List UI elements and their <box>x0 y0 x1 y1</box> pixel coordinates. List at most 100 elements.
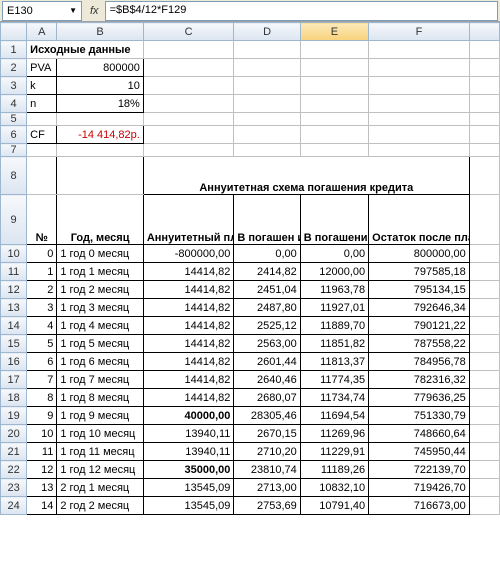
cell[interactable] <box>369 59 470 77</box>
row-header[interactable]: 18 <box>1 389 27 407</box>
cell-principal[interactable]: 0,00 <box>234 245 300 263</box>
cell-interest[interactable]: 11927,01 <box>300 299 368 317</box>
cell[interactable] <box>469 425 499 443</box>
header-num[interactable]: № <box>27 195 57 245</box>
row-header[interactable]: 21 <box>1 443 27 461</box>
cell-balance[interactable]: 748660,64 <box>369 425 470 443</box>
cell[interactable] <box>143 59 234 77</box>
cell-interest[interactable]: 11734,74 <box>300 389 368 407</box>
cell-balance[interactable]: 751330,79 <box>369 407 470 425</box>
cell[interactable] <box>469 157 499 195</box>
cell-balance[interactable]: 719426,70 <box>369 479 470 497</box>
cell[interactable] <box>469 144 499 157</box>
cell-balance[interactable]: 784956,78 <box>369 353 470 371</box>
col-header-b[interactable]: B <box>57 23 144 41</box>
row-header[interactable]: 5 <box>1 113 27 126</box>
cell-interest[interactable]: 12000,00 <box>300 263 368 281</box>
cell[interactable] <box>300 113 368 126</box>
cell-interest[interactable]: 11694,54 <box>300 407 368 425</box>
cell-num[interactable]: 6 <box>27 353 57 371</box>
header-principal[interactable]: В погашен ие долга <box>234 195 300 245</box>
cell-principal[interactable]: 2680,07 <box>234 389 300 407</box>
row-header[interactable]: 12 <box>1 281 27 299</box>
cell[interactable] <box>469 113 499 126</box>
header-annuity[interactable]: Аннуитетный платёж <box>143 195 234 245</box>
cell-balance[interactable]: 787558,22 <box>369 335 470 353</box>
cell[interactable]: CF <box>27 126 57 144</box>
cell[interactable] <box>234 77 300 95</box>
cell-month[interactable]: 1 год 8 месяц <box>57 389 144 407</box>
cell[interactable] <box>143 77 234 95</box>
cell[interactable] <box>469 335 499 353</box>
section-title[interactable]: Аннуитетная схема погашения кредита <box>143 157 469 195</box>
cell-interest[interactable]: 10791,40 <box>300 497 368 515</box>
cell[interactable]: 800000 <box>57 59 144 77</box>
cell-principal[interactable]: 2601,44 <box>234 353 300 371</box>
cell-balance[interactable]: 792646,34 <box>369 299 470 317</box>
cell[interactable] <box>57 144 144 157</box>
cell-balance[interactable]: 722139,70 <box>369 461 470 479</box>
cell-principal[interactable]: 2563,00 <box>234 335 300 353</box>
cell[interactable] <box>469 389 499 407</box>
cell[interactable] <box>234 41 300 59</box>
cell[interactable] <box>57 157 144 195</box>
cell[interactable] <box>300 59 368 77</box>
cell[interactable] <box>369 41 470 59</box>
cell-principal[interactable]: 23810,74 <box>234 461 300 479</box>
cell-interest[interactable]: 0,00 <box>300 245 368 263</box>
cell[interactable] <box>469 461 499 479</box>
cell[interactable] <box>469 299 499 317</box>
cell[interactable] <box>234 59 300 77</box>
row-header[interactable]: 13 <box>1 299 27 317</box>
cell-balance[interactable]: 795134,15 <box>369 281 470 299</box>
cell-month[interactable]: 1 год 4 месяц <box>57 317 144 335</box>
cell-balance[interactable]: 779636,25 <box>369 389 470 407</box>
row-header[interactable]: 23 <box>1 479 27 497</box>
cell-interest[interactable]: 11813,37 <box>300 353 368 371</box>
name-box-dropdown-icon[interactable]: ▼ <box>69 6 77 15</box>
cell-principal[interactable]: 2713,00 <box>234 479 300 497</box>
col-header-blank[interactable] <box>469 23 499 41</box>
col-header-d[interactable]: D <box>234 23 300 41</box>
cell[interactable] <box>234 144 300 157</box>
cell-principal[interactable]: 2753,69 <box>234 497 300 515</box>
cell[interactable] <box>469 479 499 497</box>
cell-interest[interactable]: 11963,78 <box>300 281 368 299</box>
cell[interactable] <box>469 371 499 389</box>
cell[interactable] <box>469 95 499 113</box>
cell-principal[interactable]: 28305,46 <box>234 407 300 425</box>
cell-balance[interactable]: 782316,32 <box>369 371 470 389</box>
cell[interactable] <box>369 77 470 95</box>
cell-balance[interactable]: 800000,00 <box>369 245 470 263</box>
cell[interactable] <box>469 317 499 335</box>
cell[interactable] <box>234 113 300 126</box>
row-header[interactable]: 10 <box>1 245 27 263</box>
cell-annuity[interactable]: 14414,82 <box>143 263 234 281</box>
row-header[interactable]: 9 <box>1 195 27 245</box>
col-header-c[interactable]: C <box>143 23 234 41</box>
cell[interactable] <box>469 263 499 281</box>
select-all-corner[interactable] <box>1 23 27 41</box>
cell-num[interactable]: 12 <box>27 461 57 479</box>
cell[interactable] <box>469 77 499 95</box>
cell[interactable] <box>143 144 234 157</box>
col-header-f[interactable]: F <box>369 23 470 41</box>
cell[interactable] <box>27 113 57 126</box>
cell-principal[interactable]: 2487,80 <box>234 299 300 317</box>
cell[interactable] <box>143 95 234 113</box>
row-header[interactable]: 14 <box>1 317 27 335</box>
name-box[interactable]: E130 ▼ <box>2 1 82 21</box>
cell[interactable] <box>234 95 300 113</box>
cell-month[interactable]: 2 год 2 месяц <box>57 497 144 515</box>
formula-input[interactable]: =$B$4/12*F129 <box>105 1 498 21</box>
cell-num[interactable]: 5 <box>27 335 57 353</box>
row-header[interactable]: 3 <box>1 77 27 95</box>
cell-balance[interactable]: 716673,00 <box>369 497 470 515</box>
cell[interactable] <box>469 353 499 371</box>
cell-principal[interactable]: 2710,20 <box>234 443 300 461</box>
cell[interactable]: PVA <box>27 59 57 77</box>
row-header[interactable]: 2 <box>1 59 27 77</box>
cell[interactable] <box>469 281 499 299</box>
cell-annuity[interactable]: 40000,00 <box>143 407 234 425</box>
cell-month[interactable]: 1 год 7 месяц <box>57 371 144 389</box>
